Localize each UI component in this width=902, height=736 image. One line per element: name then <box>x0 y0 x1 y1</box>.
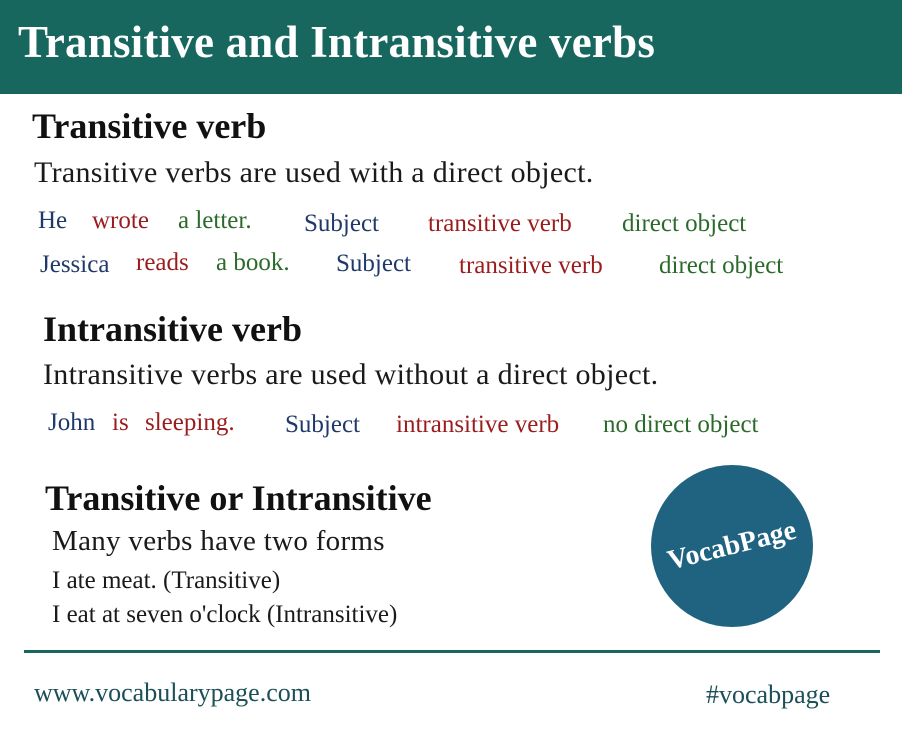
example2-label-object: direct object <box>659 252 784 279</box>
example3-label-verb: intransitive verb <box>396 411 560 438</box>
example3-label-object: no direct object <box>603 411 759 438</box>
example3-label-subject: Subject <box>285 411 360 438</box>
example1-label-subject: Subject <box>304 210 379 237</box>
both-text: Many verbs have two forms <box>52 525 385 557</box>
logo-text: VocabPage <box>664 514 800 577</box>
intransitive-heading: Intransitive verb <box>43 309 302 349</box>
example2-verb: reads <box>136 249 189 276</box>
example3-verb: is <box>112 409 129 436</box>
both-example-1: I ate meat. (Transitive) <box>52 567 281 594</box>
both-example-2: I eat at seven o'clock (Intransitive) <box>52 601 398 628</box>
header-banner: Transitive and Intransitive verbs <box>0 0 902 94</box>
vocabpage-logo: VocabPage <box>651 465 813 627</box>
intransitive-definition: Intransitive verbs are used without a di… <box>43 358 659 391</box>
example2-subject: Jessica <box>40 251 110 278</box>
example1-label-object: direct object <box>622 210 747 237</box>
example2-label-subject: Subject <box>336 250 411 277</box>
example1-object: a letter. <box>178 207 252 234</box>
transitive-definition: Transitive verbs are used with a direct … <box>34 156 594 189</box>
example1-label-verb: transitive verb <box>428 210 572 237</box>
both-heading: Transitive or Intransitive <box>45 478 432 518</box>
page-title: Transitive and Intransitive verbs <box>18 17 656 67</box>
transitive-heading: Transitive verb <box>32 106 267 146</box>
example3-rest: sleeping. <box>145 409 235 436</box>
example1-verb: wrote <box>92 207 149 234</box>
example3-subject: John <box>48 409 96 436</box>
footer-hashtag: #vocabpage <box>706 680 831 709</box>
footer-url[interactable]: www.vocabularypage.com <box>34 678 311 707</box>
example1-subject: He <box>38 207 68 234</box>
footer-divider <box>24 650 880 653</box>
example2-label-verb: transitive verb <box>459 252 603 279</box>
example2-object: a book. <box>216 249 290 276</box>
